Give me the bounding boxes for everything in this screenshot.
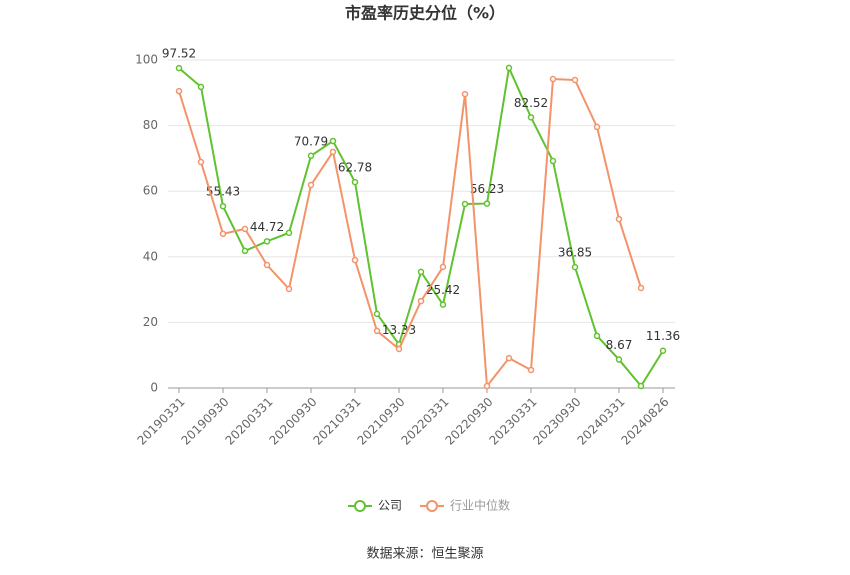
data-point: [307, 152, 315, 160]
data-point: [593, 123, 601, 131]
data-point: [615, 215, 623, 223]
data-point: [329, 148, 337, 156]
data-point: [549, 75, 557, 83]
legend-item[interactable]: 行业中位数: [420, 498, 510, 513]
data-point: [197, 83, 205, 91]
data-point: [373, 310, 381, 318]
data-point: [417, 297, 425, 305]
chart-title: 市盈率历史分位（%）: [345, 4, 505, 23]
legend-label: 公司: [378, 499, 402, 513]
data-label: 11.36: [646, 329, 680, 343]
data-point: [351, 178, 359, 186]
data-point: [505, 354, 513, 362]
data-point: [175, 87, 183, 95]
y-tick-label: 0: [150, 381, 158, 395]
y-tick-label: 80: [143, 118, 158, 132]
data-point: [461, 200, 469, 208]
legend-marker: [426, 500, 439, 512]
data-point: [197, 158, 205, 166]
data-point: [637, 382, 645, 390]
data-label: 56.23: [470, 182, 504, 196]
data-label: 70.79: [294, 134, 328, 148]
data-point: [417, 268, 425, 276]
data-point: [527, 114, 535, 121]
data-point: [549, 157, 557, 165]
data-point: [175, 64, 183, 72]
data-point: [241, 247, 249, 255]
data-point: [483, 200, 491, 207]
data-point: [351, 256, 359, 264]
data-point: [395, 345, 403, 353]
x-tick-label: 20240826: [619, 395, 672, 448]
data-point: [659, 347, 667, 354]
y-tick-label: 40: [143, 249, 158, 263]
data-point: [483, 382, 491, 390]
data-point: [439, 301, 447, 308]
data-point: [263, 238, 271, 245]
data-point: [307, 181, 315, 189]
data-point: [285, 229, 293, 237]
legend-marker: [354, 500, 366, 512]
data-point: [637, 284, 645, 292]
data-label: 55.43: [206, 185, 240, 199]
data-point: [571, 263, 579, 271]
legend-label: 行业中位数: [450, 498, 510, 513]
data-point: [285, 285, 293, 293]
data-label: 25.42: [426, 283, 460, 297]
y-tick-label: 60: [143, 184, 158, 198]
data-point: [527, 366, 535, 374]
source-note: 数据来源：恒生聚源: [366, 547, 483, 562]
data-point: [373, 327, 381, 335]
legend-item[interactable]: 公司: [348, 499, 402, 513]
data-point: [615, 356, 623, 363]
data-point: [461, 90, 469, 98]
data-point: [219, 202, 227, 210]
data-label: 44.72: [250, 220, 284, 234]
data-label: 13.33: [382, 323, 416, 337]
data-point: [505, 64, 513, 72]
data-label: 97.52: [162, 47, 196, 61]
y-tick-label: 20: [143, 315, 158, 329]
data-point: [571, 76, 579, 84]
data-point: [593, 332, 601, 340]
data-label: 82.52: [514, 96, 548, 110]
data-label: 8.67: [606, 338, 633, 352]
data-point: [241, 225, 249, 233]
data-label: 62.78: [338, 161, 372, 175]
data-point: [439, 263, 447, 271]
data-point: [263, 261, 271, 269]
data-point: [329, 137, 337, 145]
data-point: [219, 230, 227, 238]
series-line: [178, 77, 642, 389]
y-tick-label: 100: [135, 53, 158, 67]
data-label: 36.85: [558, 246, 592, 260]
